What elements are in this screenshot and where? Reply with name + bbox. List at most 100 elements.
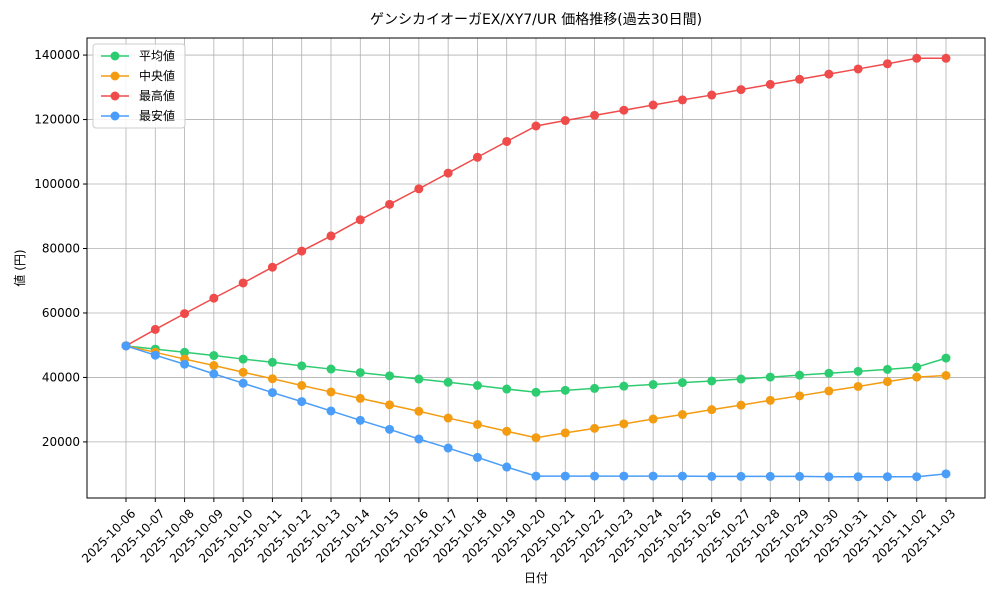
data-point: [472, 380, 482, 390]
data-point: [795, 74, 805, 84]
legend-label: 最高値: [139, 88, 175, 103]
y-tick-label: 80000: [42, 241, 80, 255]
data-point: [677, 378, 687, 388]
data-point: [414, 406, 424, 416]
data-point: [941, 53, 951, 63]
data-point: [150, 324, 160, 334]
y-tick-label: 120000: [34, 113, 80, 127]
data-point: [736, 471, 746, 481]
data-point: [355, 393, 365, 403]
data-point: [765, 395, 775, 405]
data-point: [385, 424, 395, 434]
data-point: [355, 215, 365, 225]
data-point: [736, 400, 746, 410]
y-tick-label: 40000: [42, 370, 80, 384]
data-point: [326, 387, 336, 397]
data-point: [912, 472, 922, 482]
data-point: [121, 341, 131, 351]
data-point: [736, 374, 746, 384]
data-point: [824, 368, 834, 378]
data-point: [707, 405, 717, 415]
data-point: [824, 69, 834, 79]
data-point: [560, 428, 570, 438]
data-point: [707, 90, 717, 100]
legend-marker: [110, 111, 120, 121]
y-axis-label: 値 (円): [12, 249, 27, 286]
data-point: [267, 388, 277, 398]
data-point: [941, 469, 951, 479]
data-point: [531, 471, 541, 481]
data-point: [941, 353, 951, 363]
data-point: [882, 472, 892, 482]
legend-marker: [110, 51, 120, 61]
data-point: [765, 372, 775, 382]
data-point: [443, 168, 453, 178]
data-point: [180, 359, 190, 369]
legend-marker: [110, 91, 120, 101]
data-point: [590, 471, 600, 481]
data-point: [238, 378, 248, 388]
data-point: [912, 372, 922, 382]
data-point: [326, 364, 336, 374]
data-point: [619, 381, 629, 391]
plot-frame: [86, 37, 986, 499]
data-point: [912, 53, 922, 63]
data-point: [912, 362, 922, 372]
data-point: [882, 59, 892, 69]
data-point: [472, 452, 482, 462]
data-point: [355, 415, 365, 425]
data-point: [941, 371, 951, 381]
data-point: [853, 381, 863, 391]
legend-marker: [110, 71, 120, 81]
data-point: [648, 414, 658, 424]
series: [121, 53, 951, 351]
data-point: [385, 400, 395, 410]
data-point: [443, 377, 453, 387]
data-point: [414, 374, 424, 384]
data-point: [765, 79, 775, 89]
data-point: [209, 369, 219, 379]
data-point: [590, 383, 600, 393]
data-point: [267, 374, 277, 384]
data-point: [765, 471, 775, 481]
data-point: [209, 351, 219, 361]
data-point: [853, 366, 863, 376]
y-tick-label: 60000: [42, 306, 80, 320]
data-point: [472, 152, 482, 162]
data-point: [443, 413, 453, 423]
data-point: [297, 380, 307, 390]
data-point: [414, 184, 424, 194]
data-point: [150, 350, 160, 360]
data-point: [385, 371, 395, 381]
data-point: [209, 361, 219, 371]
data-point: [414, 434, 424, 444]
data-point: [297, 397, 307, 407]
data-point: [677, 471, 687, 481]
data-point: [560, 471, 570, 481]
data-point: [531, 121, 541, 131]
data-point: [238, 367, 248, 377]
series: [121, 341, 951, 482]
data-point: [648, 380, 658, 390]
data-point: [824, 386, 834, 396]
data-point: [707, 376, 717, 386]
data-point: [590, 110, 600, 120]
legend-label: 中央値: [139, 68, 175, 83]
data-point: [795, 471, 805, 481]
data-point: [326, 406, 336, 416]
data-point: [267, 262, 277, 272]
series: [121, 341, 951, 397]
data-point: [560, 385, 570, 395]
data-point: [209, 293, 219, 303]
data-point: [619, 471, 629, 481]
data-point: [297, 246, 307, 256]
chart-title: ゲンシカイオーガEX/XY7/UR 価格推移(過去30日間): [370, 12, 702, 28]
data-point: [443, 443, 453, 453]
data-point: [297, 361, 307, 371]
data-point: [648, 471, 658, 481]
x-axis-label: 日付: [524, 571, 548, 585]
y-tick-label: 140000: [34, 48, 80, 62]
data-point: [355, 368, 365, 378]
